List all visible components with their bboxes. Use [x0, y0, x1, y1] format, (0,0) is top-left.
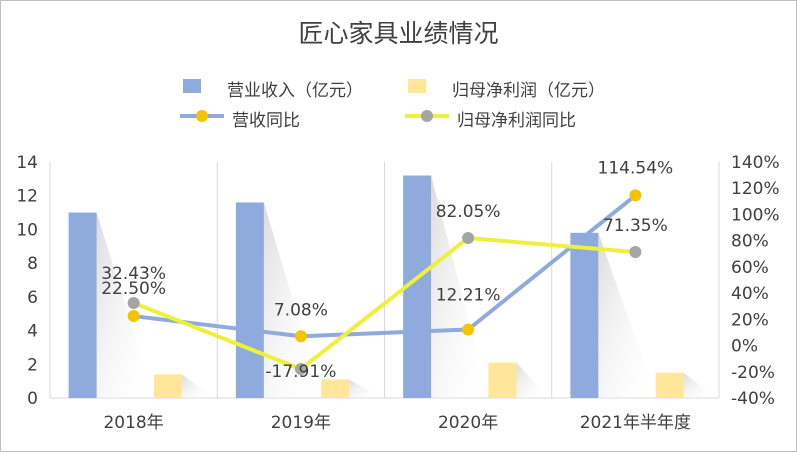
x-tick-label: 2018年 — [103, 413, 163, 433]
bar-shadow — [263, 202, 322, 398]
y-left-tick-label: 14 — [16, 153, 38, 173]
y-right-tick-label: 80% — [731, 232, 769, 252]
series-marker — [127, 297, 140, 310]
y-right-tick-label: 140% — [731, 153, 780, 173]
legend-marker-profit-yoy — [421, 110, 433, 122]
bar — [570, 232, 599, 398]
chart-title: 匠心家具业绩情况 — [298, 19, 499, 48]
y-right-tick-label: 20% — [731, 310, 769, 330]
legend-label-revenue: 营业收入（亿元） — [227, 81, 363, 101]
series-marker — [629, 189, 642, 202]
x-tick-label: 2020年 — [438, 413, 498, 433]
y-left-tick-label: 6 — [27, 288, 38, 308]
x-tick-label: 2019年 — [271, 413, 331, 433]
y-right-tick-label: 40% — [731, 284, 769, 304]
legend-label-profit-yoy: 归母净利润同比 — [457, 111, 576, 131]
bar-shadow — [431, 175, 490, 398]
bar — [655, 372, 684, 398]
data-label: 12.21% — [436, 286, 501, 306]
y-left-tick-label: 10 — [16, 220, 38, 240]
series-line — [132, 235, 636, 372]
y-left-tick-label: 0 — [27, 389, 38, 409]
bar — [321, 379, 350, 398]
legend-swatch-profit — [408, 79, 426, 93]
bar-shadow — [516, 362, 549, 398]
legend-label-profit: 归母净利润（亿元） — [452, 81, 605, 101]
series-marker — [629, 246, 642, 259]
legend-label-revenue-yoy: 营收同比 — [232, 111, 300, 131]
y-right-tick-label: 0% — [731, 337, 758, 357]
data-label: 71.35% — [603, 216, 668, 236]
legend-swatch-revenue — [183, 79, 201, 93]
legend-marker-revenue-yoy — [196, 110, 208, 122]
y-left-tick-label: 2 — [27, 355, 38, 375]
y-right-tick-label: 60% — [731, 258, 769, 278]
data-label: 114.54% — [598, 158, 674, 178]
series-line — [133, 193, 637, 339]
data-label: 32.43% — [101, 264, 166, 284]
series-marker — [462, 231, 475, 244]
chart-legend: 营业收入（亿元） 归母净利润（亿元） 营收同比 归母净利润同比 — [0, 0, 797, 140]
series-marker — [127, 310, 140, 323]
bar-shadow — [683, 372, 716, 398]
y-right-tick-label: 120% — [731, 179, 780, 199]
y-left-tick-label: 8 — [27, 254, 38, 274]
bar-shadow — [96, 212, 155, 398]
data-label: 22.50% — [101, 279, 166, 299]
data-label: -17.91% — [265, 362, 336, 382]
bar — [488, 362, 517, 398]
x-tick-label: 2021年半年度 — [580, 413, 691, 433]
bar — [153, 374, 182, 398]
series-marker — [294, 330, 307, 343]
y-left-tick-label: 12 — [16, 187, 38, 207]
y-left-tick-label: 4 — [27, 322, 38, 342]
bar-shadow — [181, 374, 214, 398]
bar-shadow — [349, 379, 382, 398]
bar — [68, 212, 97, 398]
y-right-tick-label: 100% — [731, 205, 780, 225]
y-right-tick-label: -40% — [731, 389, 775, 409]
y-right-tick-label: -20% — [731, 363, 775, 383]
data-label: 7.08% — [274, 300, 328, 320]
data-label: 82.05% — [436, 202, 501, 222]
series-marker — [294, 363, 307, 376]
bar — [235, 202, 264, 398]
bar-shadow — [598, 232, 657, 398]
series-marker — [462, 323, 475, 336]
